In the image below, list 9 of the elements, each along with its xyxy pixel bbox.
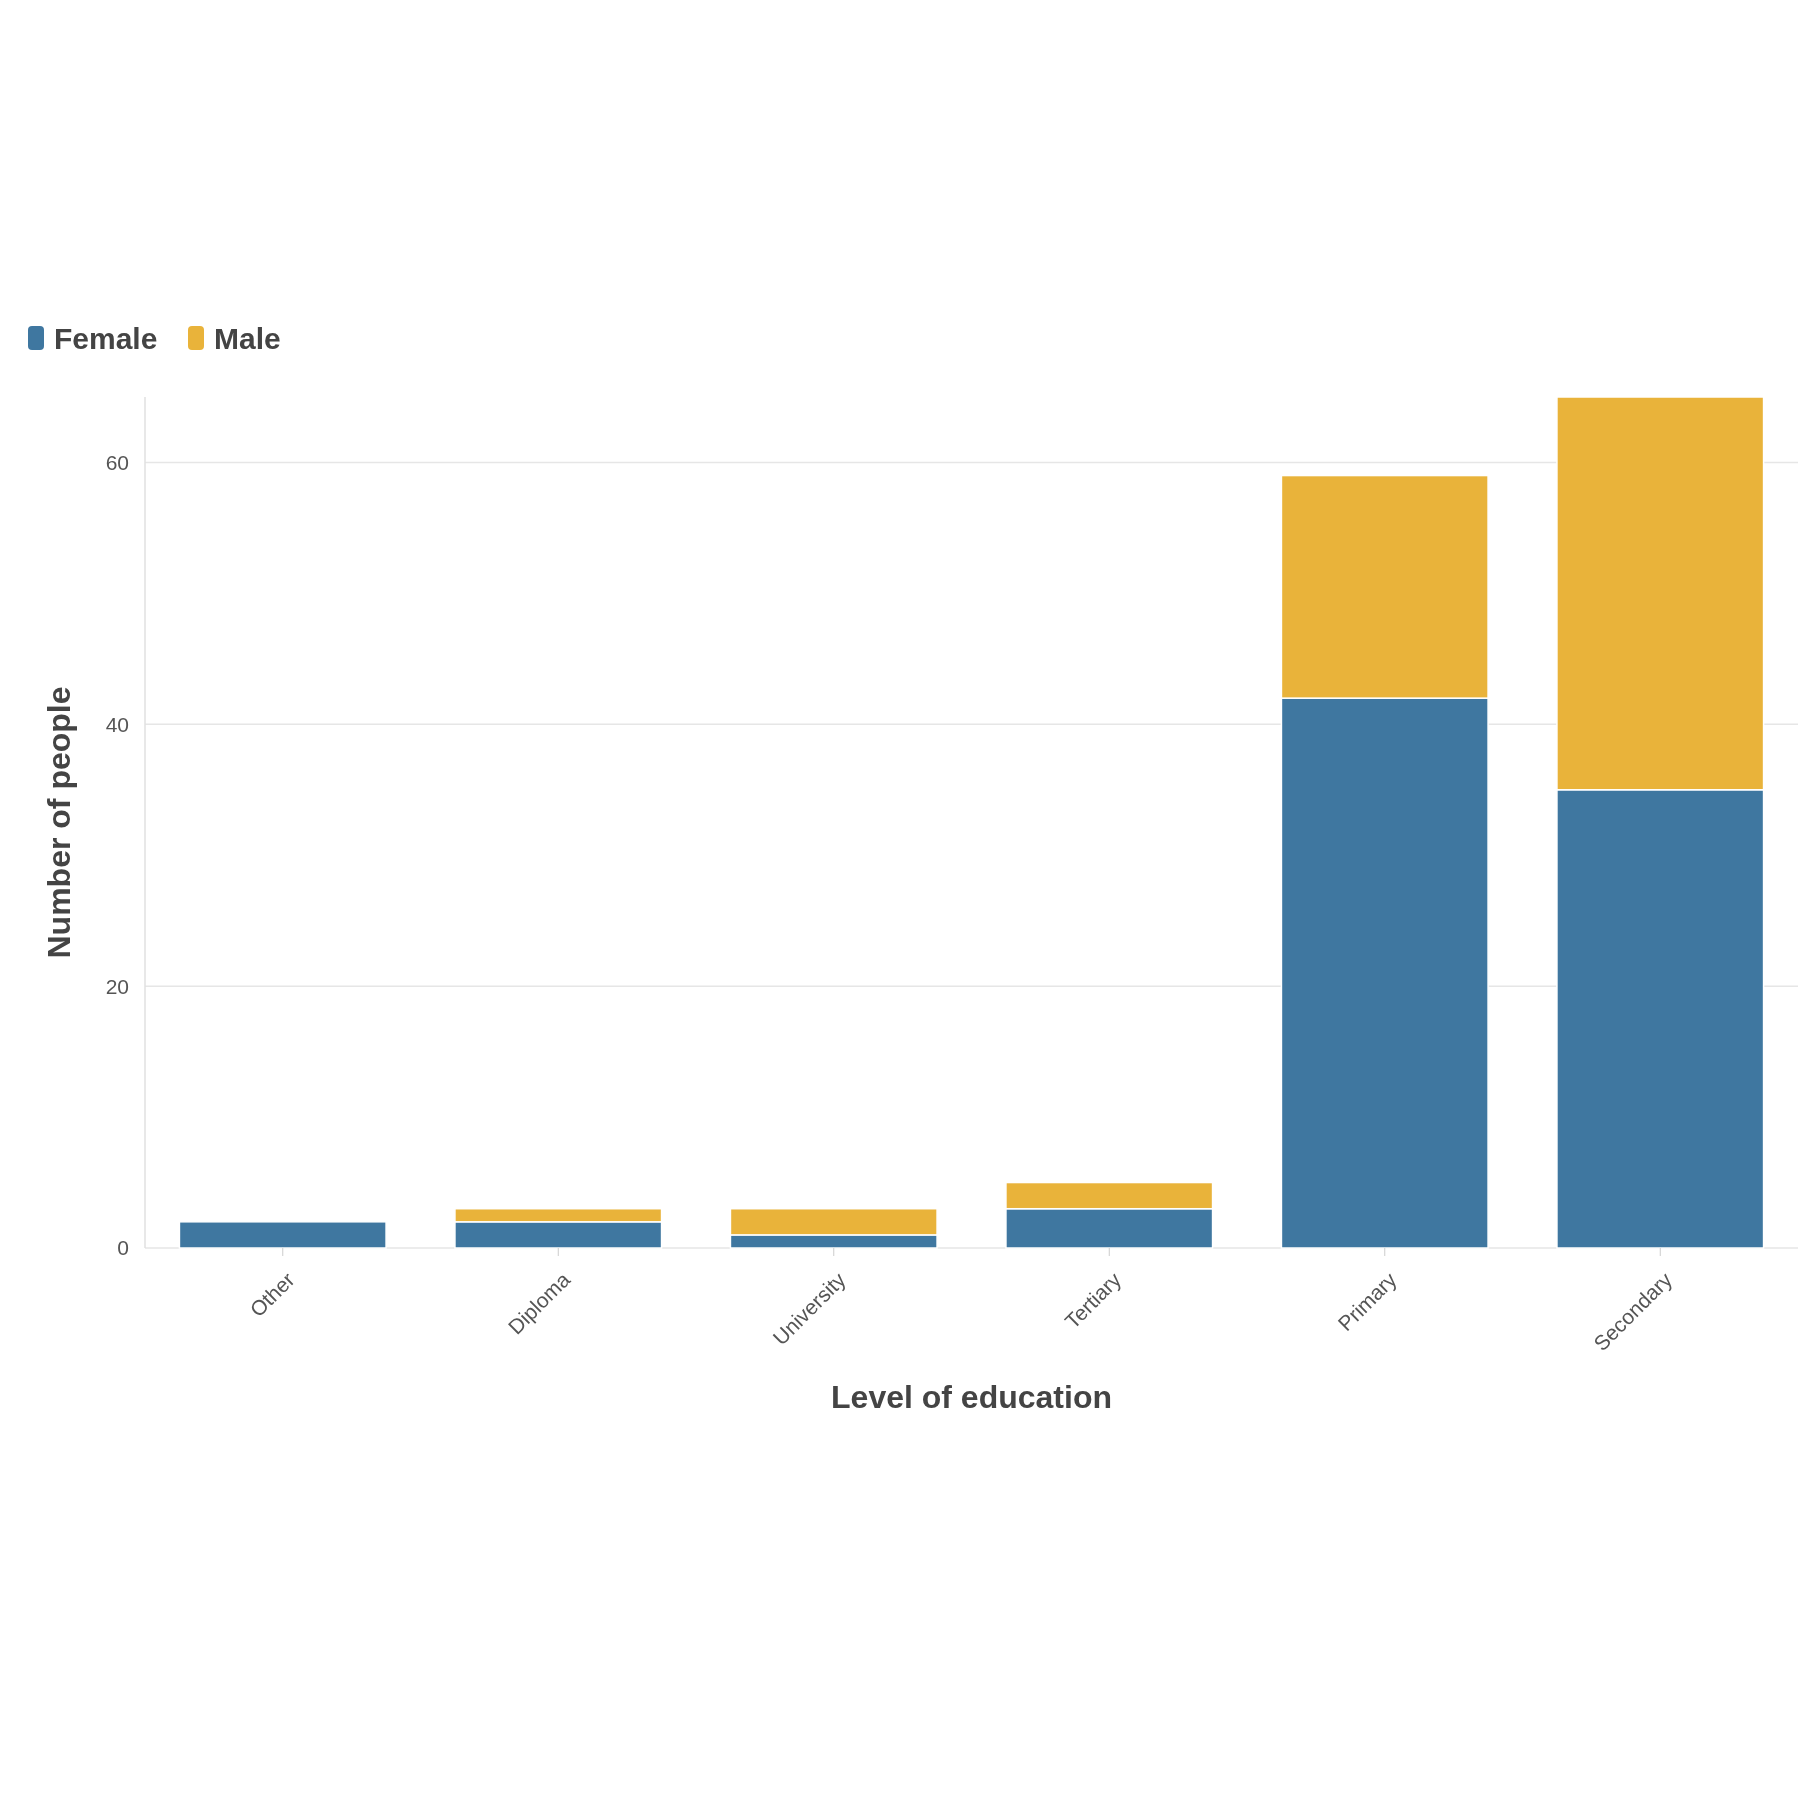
y-tick-label: 0: [117, 1236, 129, 1260]
y-tick-label: 60: [105, 450, 129, 474]
legend-label: Male: [214, 321, 281, 355]
bar: [178, 1221, 387, 1249]
y-tick-label: 20: [105, 974, 129, 998]
legend-label: Female: [54, 321, 158, 355]
x-axis-title: Level of education: [831, 1379, 1112, 1415]
y-tick-label: 40: [105, 712, 129, 736]
y-axis-title: Number of people: [41, 686, 77, 959]
